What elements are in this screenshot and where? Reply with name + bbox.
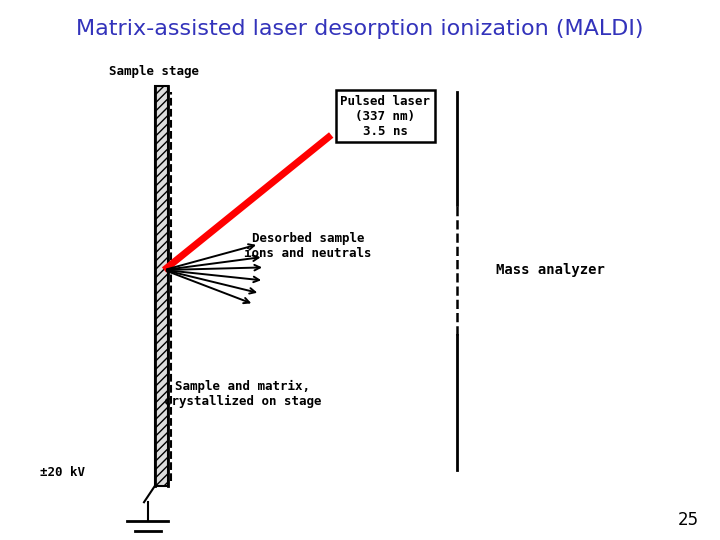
Text: ±20 kV: ±20 kV	[40, 466, 85, 479]
Text: Mass analyzer: Mass analyzer	[496, 263, 606, 277]
Text: Sample and matrix,
crystallized on stage: Sample and matrix, crystallized on stage	[164, 380, 321, 408]
Text: Sample stage: Sample stage	[109, 65, 199, 78]
Text: Pulsed laser
(337 nm)
3.5 ns: Pulsed laser (337 nm) 3.5 ns	[341, 94, 431, 138]
Text: Desorbed sample
ions and neutrals: Desorbed sample ions and neutrals	[244, 232, 372, 260]
Bar	[155, 86, 168, 486]
Text: Matrix-assisted laser desorption ionization (MALDI): Matrix-assisted laser desorption ionizat…	[76, 19, 644, 39]
Text: 25: 25	[678, 511, 698, 529]
